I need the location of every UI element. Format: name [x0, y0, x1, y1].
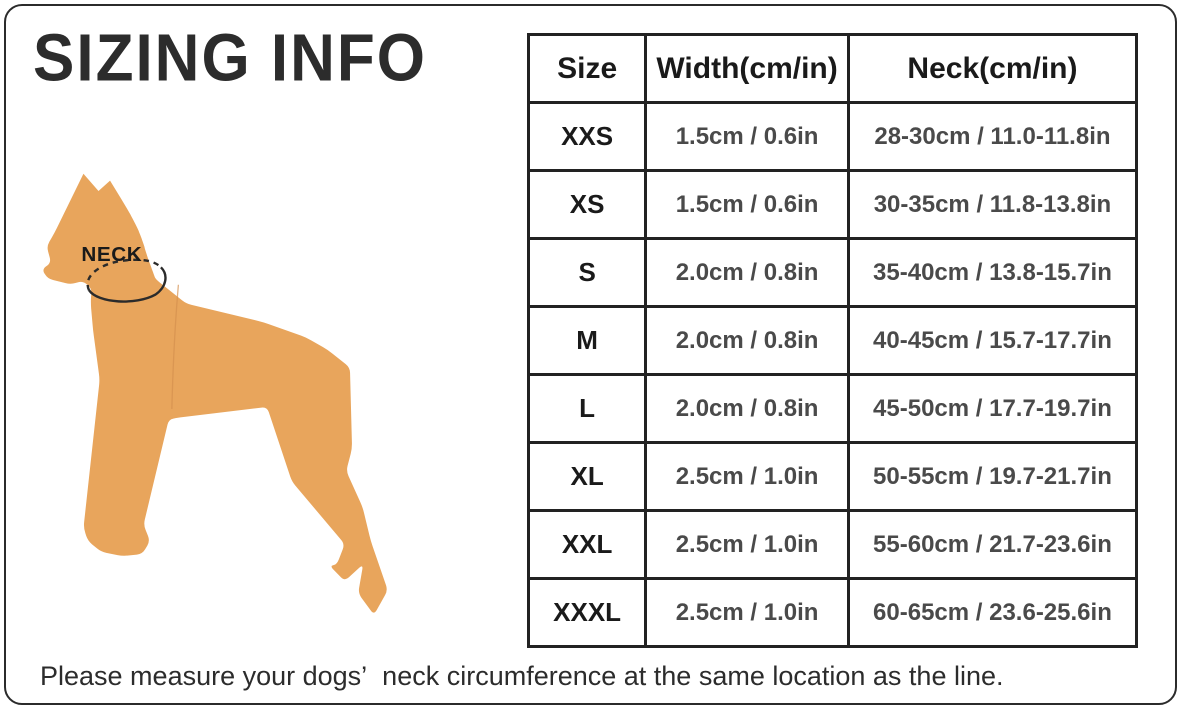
- svg-text:NECK: NECK: [81, 243, 142, 266]
